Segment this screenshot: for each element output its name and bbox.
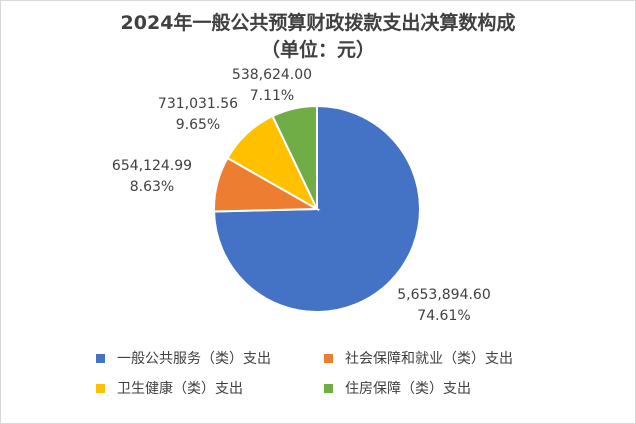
legend-item-health: 卫生健康（类）支出 — [96, 378, 243, 398]
legend-swatch — [96, 383, 105, 393]
data-label-percent: 8.63% — [130, 179, 174, 195]
data-label-percent: 7.11% — [250, 88, 294, 104]
chart-subtitle: （单位：元） — [260, 39, 375, 61]
legend-swatch — [96, 353, 105, 363]
legend-swatch — [324, 353, 333, 363]
chart-title: 2024年一般公共预算财政拨款支出决算数构成 — [120, 12, 516, 34]
data-label-value: 654,124.99 — [112, 158, 192, 174]
legend-label: 卫生健康（类）支出 — [117, 381, 243, 397]
data-label-percent: 9.65% — [176, 117, 220, 133]
data-label-percent: 74.61% — [417, 308, 470, 324]
legend-label: 一般公共服务（类）支出 — [117, 351, 271, 367]
pie-slice-housing — [271, 104, 318, 210]
pie-slice-general-public-services — [213, 104, 421, 313]
legend-item-housing: 住房保障（类）支出 — [324, 378, 471, 398]
data-label-value: 538,624.00 — [232, 67, 312, 83]
data-label-value: 5,653,894.60 — [397, 287, 491, 303]
data-label-value: 731,031.56 — [158, 96, 238, 112]
legend-swatch — [324, 383, 333, 393]
legend-label: 住房保障（类）支出 — [345, 381, 471, 397]
legend-label: 社会保障和就业（类）支出 — [345, 351, 513, 367]
legend-item-social-security: 社会保障和就业（类）支出 — [324, 348, 513, 368]
legend-item-general-public-services: 一般公共服务（类）支出 — [96, 348, 271, 368]
